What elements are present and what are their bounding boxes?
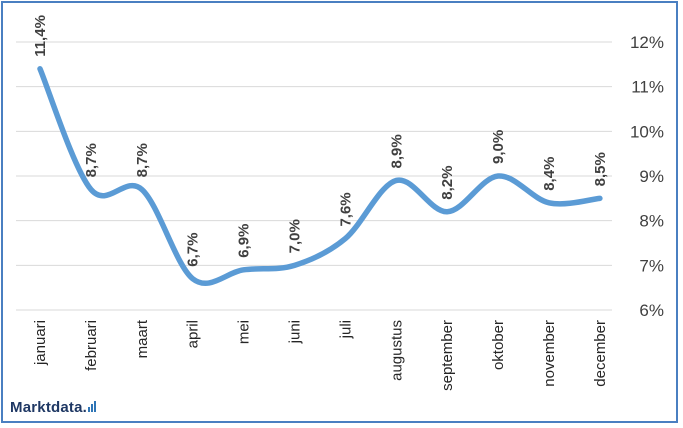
y-axis-ticks: 6% 7% 8% 9% 10% 11% 12% (630, 33, 664, 320)
x-tick-label: maart (134, 319, 151, 358)
y-tick-label: 10% (630, 122, 664, 141)
x-tick-label: februari (83, 320, 100, 371)
data-label: 11,4% (32, 15, 49, 57)
x-tick-label: juni (287, 320, 304, 344)
data-label: 8,7% (83, 143, 100, 177)
x-tick-label: april (185, 320, 202, 348)
x-tick-label: november (541, 320, 558, 387)
data-label: 8,7% (134, 143, 151, 177)
gridlines (16, 41, 612, 311)
x-tick-label: augustus (388, 320, 405, 381)
x-tick-label: juli (337, 320, 354, 339)
series-line (37, 66, 603, 287)
x-tick-label: oktober (490, 320, 507, 370)
data-label: 7,6% (337, 192, 354, 226)
data-label: 6,7% (185, 233, 202, 267)
data-label: 8,9% (388, 134, 405, 168)
data-label: 9,0% (490, 130, 507, 164)
chart-frame (1, 1, 678, 423)
y-tick-label: 7% (639, 256, 664, 275)
x-tick-label: december (592, 320, 609, 387)
x-tick-label: januari (32, 320, 49, 366)
data-label: 8,2% (439, 166, 456, 200)
brand-logo: Marktdata. (10, 399, 97, 416)
data-label: 6,9% (236, 224, 253, 258)
y-tick-label: 8% (639, 212, 664, 231)
y-tick-label: 6% (639, 301, 664, 320)
data-labels: 11,4% 8,7% 8,7% 6,7% 6,9% 7,0% 7,6% 8,9% 8,2% 9,0… (32, 15, 609, 267)
x-tick-label: mei (236, 320, 253, 344)
data-label: 8,5% (592, 152, 609, 186)
y-tick-label: 12% (630, 33, 664, 52)
bar-chart-icon (88, 399, 97, 416)
brand-name: Marktdata. (10, 399, 88, 416)
y-tick-label: 9% (639, 167, 664, 186)
y-tick-label: 11% (631, 78, 664, 97)
data-label: 8,4% (541, 157, 558, 191)
x-axis-labels: januari februari maart april mei juni juli augu… (32, 319, 609, 391)
data-label: 7,0% (287, 219, 304, 253)
x-tick-label: september (439, 320, 456, 391)
